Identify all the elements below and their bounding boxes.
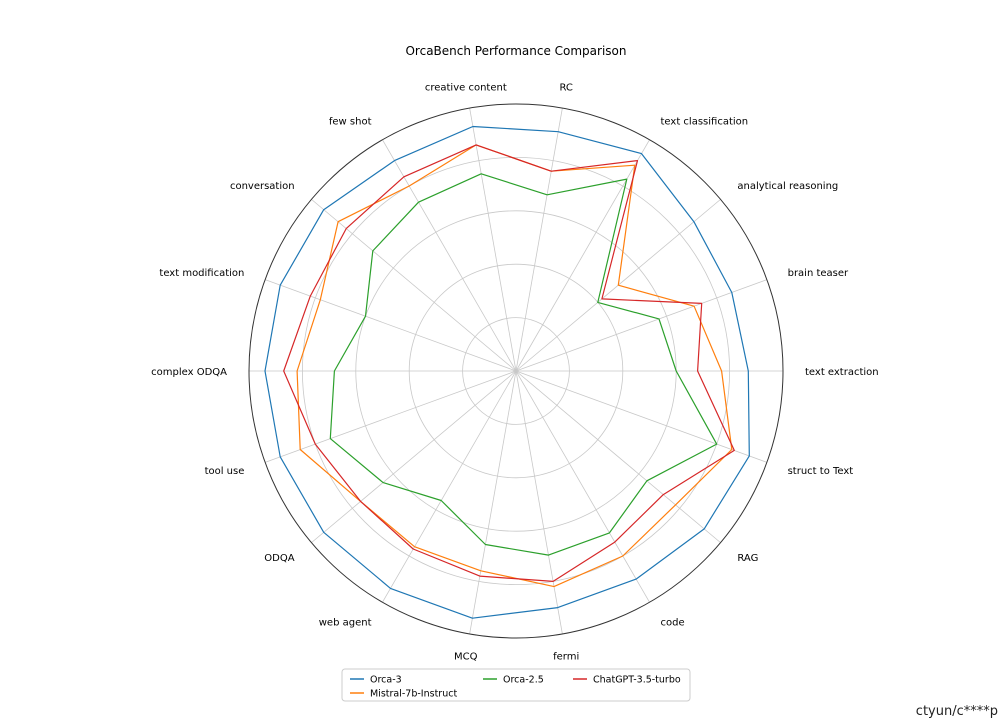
grid-spoke (382, 139, 517, 372)
series-line (329, 173, 718, 556)
legend-box (341, 668, 691, 702)
category-label: creative content (425, 82, 507, 93)
category-label: text classification (661, 117, 749, 128)
grid-spoke (311, 199, 517, 372)
category-label: web agent (319, 617, 372, 628)
series-lines (264, 125, 750, 619)
category-label: analytical reasoning (737, 181, 838, 192)
legend-label: Mistral-7b-Instruct (370, 689, 457, 700)
series-line (283, 144, 735, 583)
chart-title: OrcaBench Performance Comparison (405, 44, 626, 58)
grid-spoke (515, 139, 650, 372)
category-label: text modification (159, 268, 244, 279)
category-label: complex ODQA (151, 367, 227, 378)
category-labels: text extraction brain teaser analytical re… (151, 82, 878, 662)
category-label: RC (559, 82, 572, 93)
category-label: conversation (230, 181, 295, 192)
grid-spoke (311, 370, 517, 543)
legend: Orca-3 Mistral-7b-Instruct Orca-2.5 ChatGPT… (341, 668, 691, 702)
watermark: ctyun/c****p (915, 704, 998, 719)
polar-grid (248, 103, 784, 639)
series-line (264, 125, 750, 619)
grid-spoke (264, 370, 517, 463)
grid-spoke (515, 370, 768, 463)
category-label: few shot (329, 117, 372, 128)
category-label: code (661, 617, 685, 628)
category-label: tool use (205, 466, 245, 477)
grid-spoke (469, 370, 517, 635)
category-label: fermi (553, 652, 579, 663)
grid-spoke (515, 370, 650, 603)
legend-label: Orca-2.5 (503, 675, 544, 686)
category-label: ODQA (264, 553, 294, 564)
grid-spoke (382, 370, 517, 603)
grid-spoke (264, 279, 517, 372)
category-label: brain teaser (788, 268, 849, 279)
category-label: struct to Text (788, 466, 854, 477)
legend-label: Orca-3 (370, 675, 402, 686)
category-label: RAG (737, 553, 758, 564)
category-label: text extraction (805, 367, 879, 378)
grid-spoke (469, 107, 517, 372)
outer-frame (248, 103, 784, 639)
grid-spoke (515, 107, 563, 372)
grid-spoke (515, 370, 563, 635)
legend-label: ChatGPT-3.5-turbo (593, 675, 681, 686)
category-label: MCQ (454, 652, 478, 663)
grid-spoke (515, 370, 721, 543)
grid-spoke (515, 279, 768, 372)
series-line (296, 144, 733, 588)
